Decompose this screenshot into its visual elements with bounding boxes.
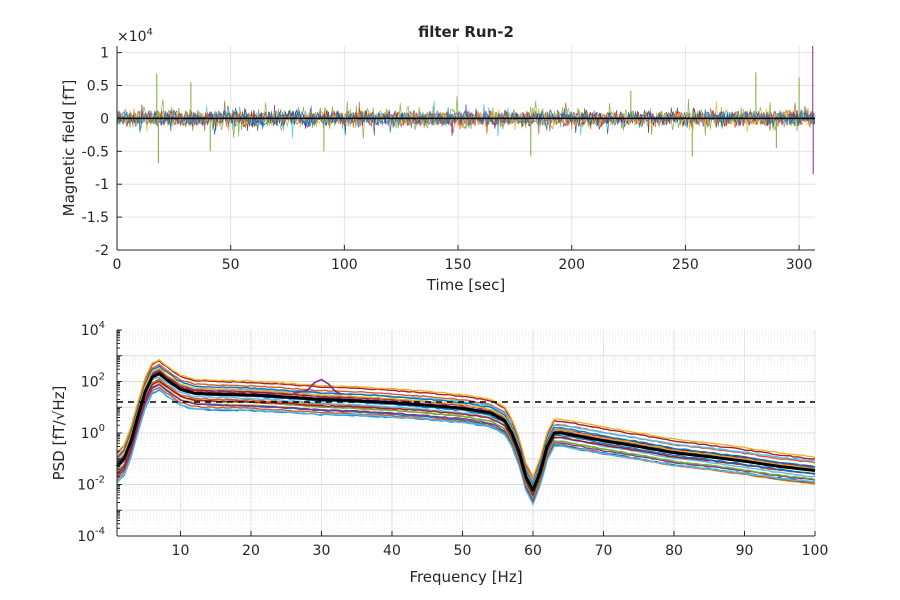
psd-x-tick-label: 100 <box>802 543 829 559</box>
time-x-tick-label: 300 <box>786 257 813 273</box>
time-series-traces <box>116 46 816 175</box>
psd-x-tick-label: 70 <box>595 543 613 559</box>
channel-psd-trace <box>116 365 816 487</box>
channel-psd-trace <box>116 367 816 490</box>
time-x-tick-label: 150 <box>445 257 472 273</box>
channel-psd-trace <box>116 363 816 484</box>
time-y-tick-labels: -2 -1.5 -1 -0.5 0 0.5 1 <box>82 46 109 259</box>
time-y-axis-label: Magnetic field [fT] <box>60 80 78 217</box>
time-y-tick-label: -1 <box>95 177 109 193</box>
channel-trace-time <box>116 105 816 136</box>
psd-x-tick-label: 60 <box>524 543 542 559</box>
channel-psd-trace <box>116 380 816 498</box>
channel-psd-trace <box>116 358 816 479</box>
psd-x-tick-label: 40 <box>383 543 401 559</box>
channel-psd-trace <box>116 388 816 506</box>
time-plot-area <box>117 46 815 250</box>
time-x-tick-label: 250 <box>672 257 699 273</box>
channel-psd-trace <box>116 383 816 503</box>
time-x-tick-label: 100 <box>331 257 358 273</box>
time-y-tick-label: 0 <box>100 111 109 127</box>
psd-x-tick-label: 10 <box>172 543 190 559</box>
psd-axes-frame <box>116 329 816 537</box>
channel-psd-trace <box>116 376 816 497</box>
mean-psd-trace <box>115 372 816 492</box>
time-x-tick-label: 200 <box>558 257 585 273</box>
psd-y-tick-label: 100 <box>81 423 105 442</box>
time-y-tick-label: 0.5 <box>87 78 109 94</box>
y-exponent-base: ×10 <box>117 29 147 45</box>
channel-psd-trace <box>116 360 816 480</box>
time-x-axis-label: Time [sec] <box>426 276 505 294</box>
time-y-tick-label: -2 <box>95 243 109 259</box>
time-x-tick-label: 0 <box>113 257 122 273</box>
psd-x-tick-labels: 10 20 30 40 50 60 70 80 90 100 <box>172 543 829 559</box>
psd-x-tick-label: 50 <box>454 543 472 559</box>
time-x-tick-labels: 0 50 100 150 200 250 300 <box>113 257 813 273</box>
time-x-tick-label: 50 <box>222 257 240 273</box>
psd-y-tick-label: 104 <box>81 320 105 339</box>
psd-x-axis-label: Frequency [Hz] <box>409 568 522 586</box>
psd-y-tick-label: 102 <box>81 372 105 391</box>
psd-x-tick-label: 80 <box>665 543 683 559</box>
psd-x-tick-label: 90 <box>736 543 754 559</box>
psd-x-tick-label: 20 <box>242 543 260 559</box>
time-y-tick-label: -0.5 <box>82 144 109 160</box>
psd-y-tick-label: 10-4 <box>77 526 105 545</box>
channel-psd-bump <box>293 378 343 395</box>
psd-y-tick-label: 10-2 <box>77 475 105 494</box>
y-exponent-label: ×104 <box>117 27 153 45</box>
psd-traces <box>115 358 816 506</box>
time-axes-frame <box>116 46 815 251</box>
psd-y-axis-label: PSD [fT/√Hz] <box>50 386 68 481</box>
chart-title: filter Run-2 <box>418 23 514 41</box>
psd-x-tick-label: 30 <box>313 543 331 559</box>
time-series-axes: 0 50 100 150 200 250 300 -2 -1.5 -1 -0.5 0 0.5 1 ×10… <box>60 27 816 294</box>
psd-y-tick-labels: 10-4 10-2 100 102 104 <box>77 320 105 545</box>
psd-axes: 10 20 30 40 50 60 70 80 90 100 10-410-2100102104 … <box>50 320 828 586</box>
time-y-tick-label: -1.5 <box>82 210 109 226</box>
time-y-tick-label: 1 <box>100 46 109 62</box>
y-exponent-power: 4 <box>147 27 153 38</box>
channel-trace-time <box>116 100 816 139</box>
